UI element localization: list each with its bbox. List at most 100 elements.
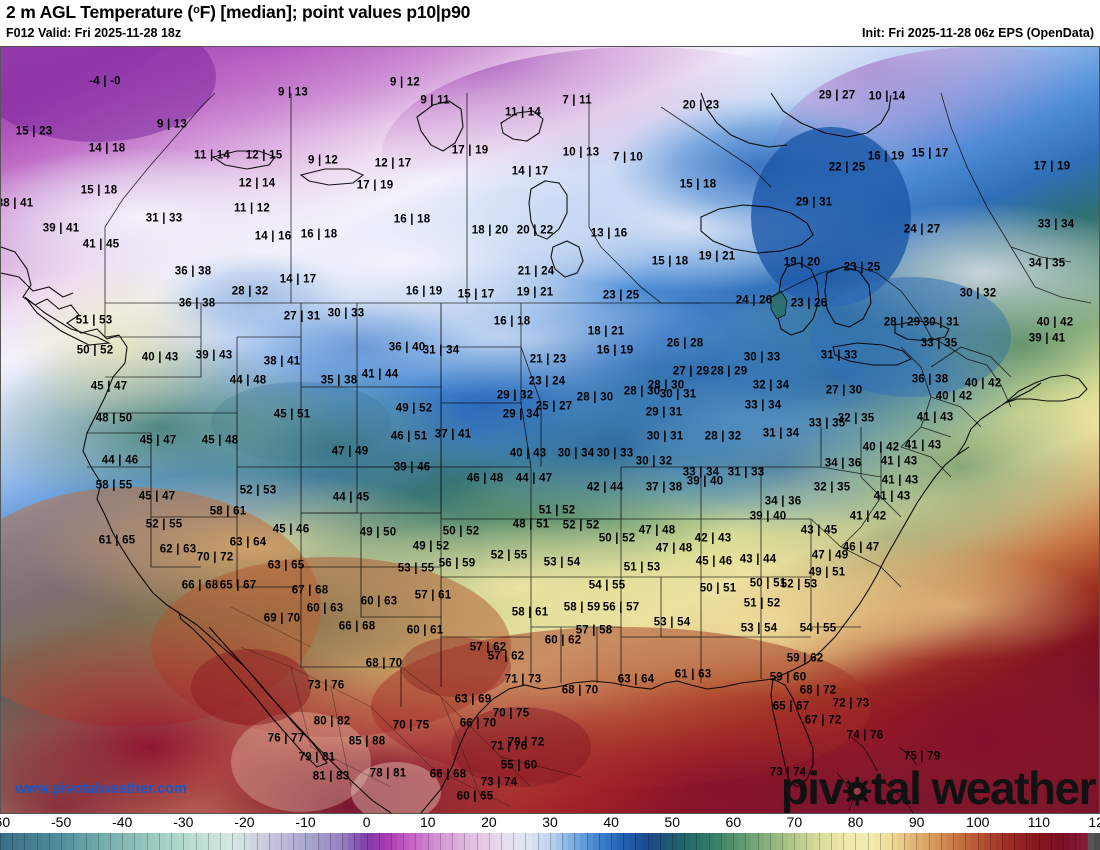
colorbar-segment <box>262 833 269 850</box>
point-value-label: 60 | 62 <box>544 634 582 647</box>
point-value-label: 21 | 24 <box>517 265 555 278</box>
point-value-label: 30 | 31 <box>646 430 684 443</box>
colorbar-segment <box>910 833 917 850</box>
pivotal-weather-watermark: piv tal weather <box>780 762 1097 814</box>
colorbar-segment <box>48 833 55 850</box>
colorbar-segment <box>714 833 721 850</box>
point-value-label: 18 | 21 <box>587 325 625 338</box>
colorbar-segment <box>537 833 544 850</box>
colorbar-segment <box>879 833 886 850</box>
point-value-label: 40 | 43 <box>509 447 547 460</box>
colorbar-segment <box>1063 833 1070 850</box>
colorbar-segment <box>916 833 923 850</box>
point-value-label: 66 | 70 <box>459 717 497 730</box>
colorbar-segment <box>598 833 605 850</box>
colorbar-segment <box>427 833 434 850</box>
colorbar-segment <box>452 833 459 850</box>
point-value-label: 49 | 52 <box>412 540 450 553</box>
point-value-label: 31 | 33 <box>820 349 858 362</box>
point-value-label: 19 | 20 <box>783 256 821 269</box>
colorbar-segment <box>30 833 37 850</box>
gear-icon <box>842 767 872 806</box>
colorbar-segment <box>109 833 117 850</box>
point-value-label: 40 | 43 <box>141 351 179 364</box>
point-value-label: 47 | 49 <box>811 549 849 562</box>
colorbar-segment <box>116 833 123 850</box>
point-value-label: 30 | 32 <box>635 455 673 468</box>
point-value-label: 30 | 34 <box>557 447 595 460</box>
point-value-label: 41 | 44 <box>361 368 399 381</box>
colorbar-segment <box>268 833 275 850</box>
point-value-label: 51 | 53 <box>623 561 661 574</box>
colorbar-segment <box>433 833 440 850</box>
colorbar-segment <box>873 833 880 850</box>
colorbar-segment <box>311 833 318 850</box>
colorbar-segment <box>922 833 929 850</box>
point-value-label: 9 | 13 <box>278 86 308 99</box>
colorbar-segment <box>782 833 789 850</box>
colorbar-segment <box>366 833 373 850</box>
colorbar-segment <box>1008 833 1015 850</box>
colorbar-segment <box>672 833 679 850</box>
point-value-label: 18 | 20 <box>471 224 509 237</box>
colorbar-segment <box>641 833 648 850</box>
point-value-label: 40 | 42 <box>964 377 1002 390</box>
colorbar-segment <box>256 833 263 850</box>
colorbar-segment <box>647 833 654 850</box>
init-time-label: Init: Fri 2025-11-28 06z EPS (OpenData) <box>861 26 1094 40</box>
point-value-label: 27 | 30 <box>825 384 863 397</box>
colorbar-segment <box>965 833 972 850</box>
colorbar-segment <box>1050 833 1057 850</box>
point-value-label: 76 | 77 <box>267 732 305 745</box>
colorbar-tick: -40 <box>112 814 133 830</box>
point-value-label: 27 | 31 <box>283 310 321 323</box>
point-value-label: 49 | 50 <box>359 526 397 539</box>
colorbar-segment <box>482 833 489 850</box>
point-value-label: 40 | 42 <box>935 390 973 403</box>
colorbar-segment <box>354 833 361 850</box>
point-value-label: 68 | 72 <box>799 684 837 697</box>
point-value-label: 42 | 44 <box>586 481 624 494</box>
point-value-label: 41 | 43 <box>881 474 919 487</box>
point-value-label: 70 | 75 <box>492 707 530 720</box>
point-value-label: 9 | 12 <box>390 76 420 89</box>
point-value-label: 75 | 79 <box>903 750 941 763</box>
colorbar-segment <box>189 833 196 850</box>
point-value-label: 63 | 64 <box>617 673 655 686</box>
point-value-label: 52 | 53 <box>780 578 818 591</box>
temperature-map[interactable]: -4 | -0 15 | 23 14 | 18 9 | 13 9 | 13 11 | 14… <box>0 46 1100 814</box>
point-value-label: 15 | 18 <box>651 255 689 268</box>
point-value-label: 37 | 41 <box>434 428 472 441</box>
point-value-label: 65 | 67 <box>219 579 257 592</box>
colorbar-segment <box>458 833 465 850</box>
point-value-label: 31 | 34 <box>422 344 460 357</box>
colorbar-segment <box>678 833 685 850</box>
point-value-label: 52 | 55 <box>490 549 528 562</box>
point-value-label: 61 | 65 <box>98 534 136 547</box>
point-value-label: 23 | 25 <box>602 289 640 302</box>
point-value-label: 31 | 34 <box>762 427 800 440</box>
point-value-label: 34 | 36 <box>764 495 802 508</box>
point-value-label: 15 | 18 <box>80 184 118 197</box>
colorbar-segment <box>1032 833 1039 850</box>
colorbar-segment <box>79 833 86 850</box>
colorbar-segment <box>1014 833 1021 850</box>
point-value-label: 63 | 65 <box>267 559 305 572</box>
point-value-label: 73 | 74 <box>480 776 518 789</box>
colorbar-segment <box>232 833 239 850</box>
colorbar-segment <box>849 833 856 850</box>
colorbar-segment <box>1093 833 1100 850</box>
point-value-label: 46 | 47 <box>842 541 880 554</box>
point-value-label: 47 | 48 <box>638 524 676 537</box>
colorbar-segment <box>140 833 147 850</box>
colorbar-segment <box>299 833 306 850</box>
colorbar-segment <box>158 833 165 850</box>
point-value-label: 70 | 72 <box>507 736 545 749</box>
colorbar-swatches[interactable] <box>0 833 1100 850</box>
point-value-label: 30 | 33 <box>596 447 634 460</box>
colorbar-tick: -20 <box>234 814 255 830</box>
colorbar-segment <box>274 833 282 850</box>
colorbar-segment <box>543 833 550 850</box>
colorbar-segment <box>54 833 62 850</box>
colorbar-segment <box>824 833 831 850</box>
